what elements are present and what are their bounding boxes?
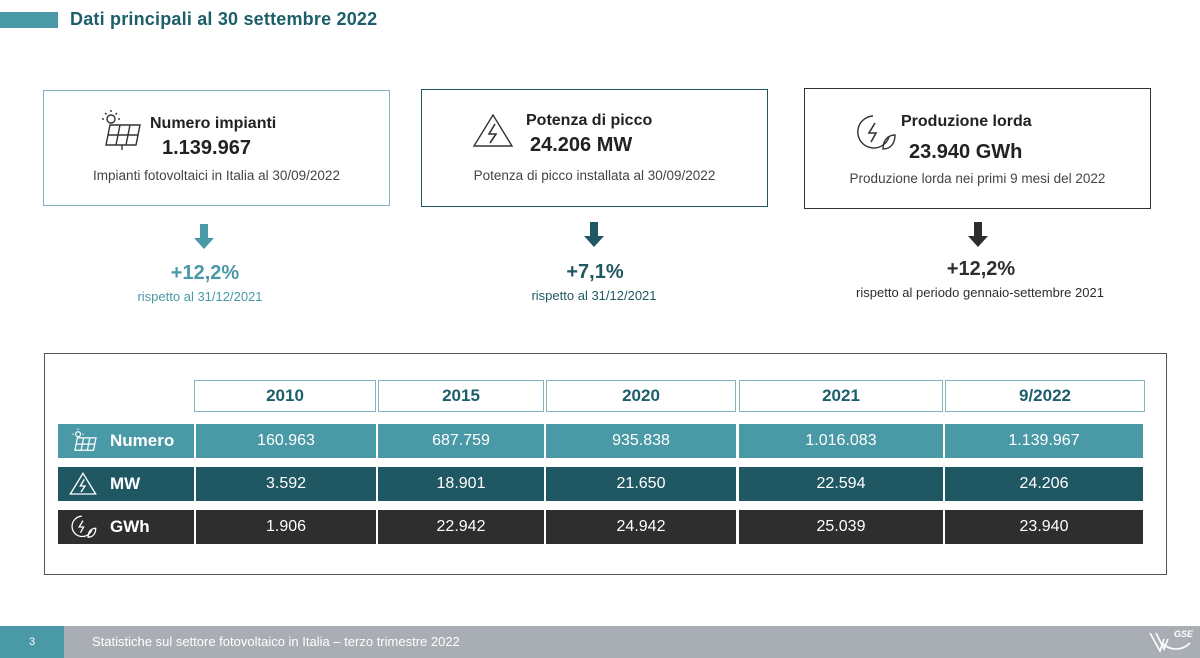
table-cell: 24.942 — [546, 510, 736, 544]
row-label-gwh: GWh — [58, 510, 194, 544]
page-title: Dati principali al 30 settembre 2022 — [70, 9, 378, 29]
table-cell: 3.592 — [196, 467, 376, 501]
card-description: Produzione lorda nei primi 9 mesi del 20… — [849, 171, 1106, 186]
table-cell: 24.206 — [945, 467, 1143, 501]
card-potenza-picco: Potenza di picco 24.206 MW Potenza di pi… — [421, 89, 768, 207]
column-header: 2010 — [194, 380, 376, 412]
table-cell: 160.963 — [196, 424, 376, 458]
column-header: 2021 — [739, 380, 943, 412]
table-cell: 21.650 — [546, 467, 736, 501]
table-cell: 1.906 — [196, 510, 376, 544]
card-value: 1.139.967 — [162, 137, 251, 159]
column-header: 2015 — [378, 380, 544, 412]
table-cell: 22.942 — [378, 510, 544, 544]
table-cell: 18.901 — [378, 467, 544, 501]
delta-note: rispetto al 31/12/2021 — [531, 288, 657, 303]
delta-note: rispetto al 31/12/2021 — [137, 289, 263, 304]
row-label-numero: Numero — [58, 424, 194, 458]
leaf-energy-icon — [853, 113, 897, 158]
logo-text: GSE — [1174, 629, 1194, 639]
gse-logo: GSE — [1148, 629, 1194, 658]
table-cell: 22.594 — [739, 467, 943, 501]
card-value: 24.206 MW — [530, 134, 633, 156]
recycle-energy-icon — [472, 112, 514, 155]
card-title: Numero impianti — [150, 115, 277, 132]
row-label-mw: MW — [58, 467, 194, 501]
delta-note: rispetto al periodo gennaio-settembre 20… — [856, 285, 1104, 300]
delta-value: +12,2% — [946, 258, 1016, 280]
table-cell: 687.759 — [378, 424, 544, 458]
row-label-text: Numero — [110, 431, 175, 450]
table-cell: 1.139.967 — [945, 424, 1143, 458]
card-title: Potenza di picco — [526, 112, 653, 129]
title-accent-bar — [0, 12, 58, 28]
solar-panel-icon — [66, 427, 100, 455]
footer-text: Statistiche sul settore fotovoltaico in … — [92, 634, 460, 649]
page-number: 3 — [0, 626, 64, 658]
card-produzione-lorda: Produzione lorda 23.940 GWh Produzione l… — [804, 88, 1151, 209]
footer: 3 Statistiche sul settore fotovoltaico i… — [0, 626, 1200, 658]
recycle-energy-icon — [66, 470, 100, 498]
down-arrow-icon — [194, 224, 214, 255]
card-title: Produzione lorda — [901, 113, 1032, 130]
card-value: 23.940 GWh — [909, 141, 1023, 163]
column-header: 9/2022 — [945, 380, 1145, 412]
delta-value: +7,1% — [566, 261, 624, 283]
table-cell: 935.838 — [546, 424, 736, 458]
delta-value: +12,2% — [170, 262, 240, 284]
card-description: Potenza di picco installata al 30/09/202… — [473, 168, 716, 183]
leaf-energy-icon — [66, 513, 100, 541]
down-arrow-icon — [584, 222, 604, 253]
row-label-text: GWh — [110, 517, 150, 536]
card-numero-impianti: Numero impianti 1.139.967 Impianti fotov… — [43, 90, 390, 206]
table-cell: 25.039 — [739, 510, 943, 544]
card-description: Impianti fotovoltaici in Italia al 30/09… — [93, 168, 340, 183]
table-cell: 1.016.083 — [739, 424, 943, 458]
table-cell: 23.940 — [945, 510, 1143, 544]
column-header: 2020 — [546, 380, 736, 412]
row-label-text: MW — [110, 474, 141, 493]
solar-panel-icon — [96, 109, 142, 156]
down-arrow-icon — [968, 222, 988, 253]
